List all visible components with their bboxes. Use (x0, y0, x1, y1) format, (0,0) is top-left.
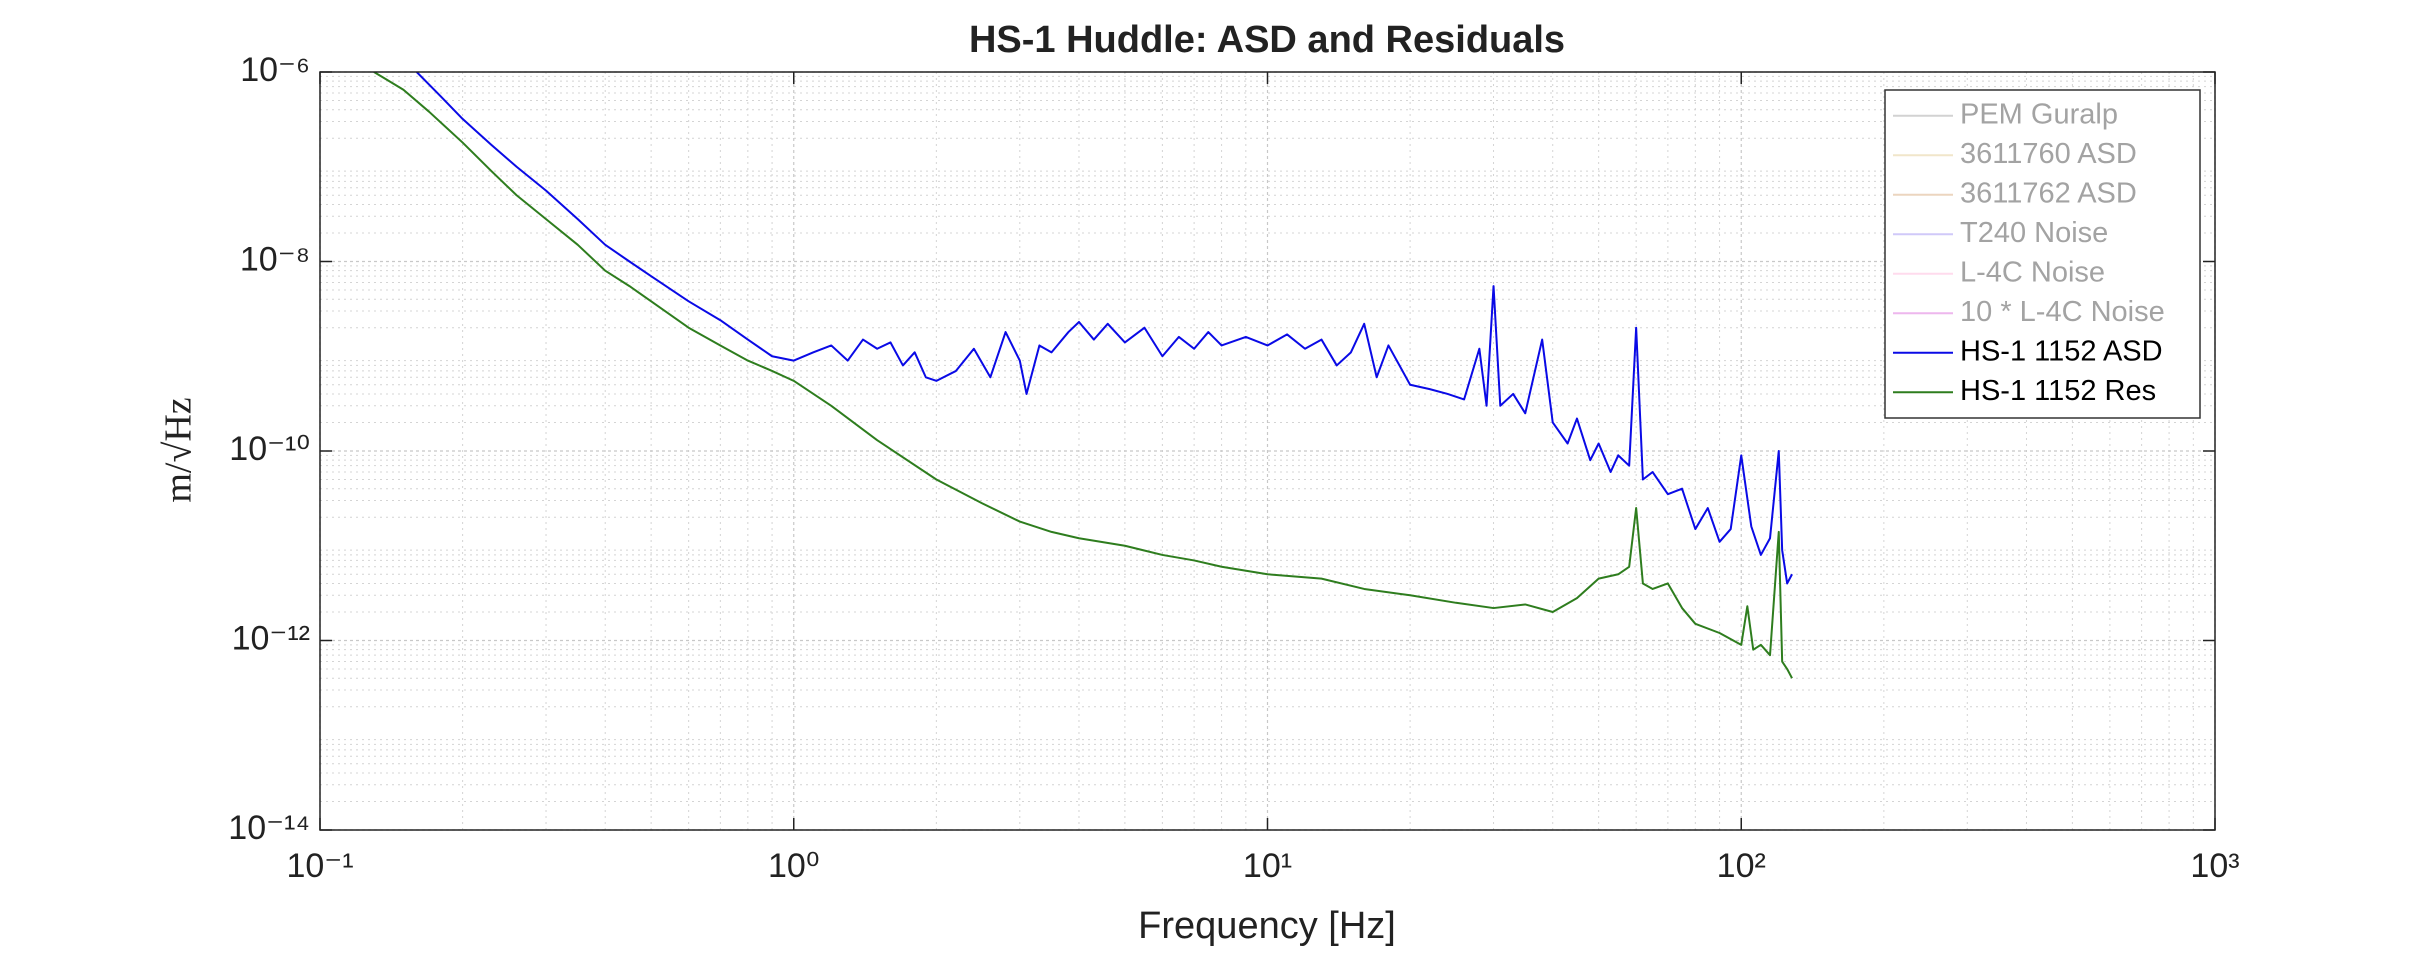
legend-label: PEM Guralp (1960, 98, 2118, 130)
y-tick-label: 10⁻¹⁴ (228, 809, 310, 847)
legend-label: HS-1 1152 Res (1960, 375, 2156, 407)
y-tick-label: 10⁻⁶ (240, 51, 310, 89)
data-line (415, 72, 1793, 585)
legend-label: 3611762 ASD (1960, 177, 2137, 209)
x-tick-label: 10² (1717, 847, 1766, 885)
legend-box (1884, 89, 2201, 419)
y-tick-label: 10⁻¹² (232, 619, 310, 657)
x-tick-label: 10⁻¹ (286, 847, 353, 885)
chart-title: HS-1 Huddle: ASD and Residuals (969, 19, 1565, 61)
x-tick-label: 10⁰ (768, 847, 819, 885)
legend-label: HS-1 1152 ASD (1960, 335, 2163, 367)
data-line (373, 72, 1793, 679)
legend-label: 10 * L-4C Noise (1960, 296, 2165, 328)
legend-label: 3611760 ASD (1960, 138, 2137, 170)
axes-box (319, 71, 2216, 831)
x-tick-label: 10³ (2190, 847, 2239, 885)
legend-label: L-4C Noise (1960, 256, 2105, 288)
x-tick-label: 10¹ (1243, 847, 1292, 885)
y-axis-label: m/√Hz (158, 397, 200, 502)
y-tick-label: 10⁻¹⁰ (229, 430, 310, 468)
legend-label: T240 Noise (1960, 217, 2108, 249)
x-axis-label: Frequency [Hz] (1138, 905, 1396, 947)
y-tick-label: 10⁻⁸ (240, 240, 310, 278)
plot-area (373, 72, 1793, 679)
